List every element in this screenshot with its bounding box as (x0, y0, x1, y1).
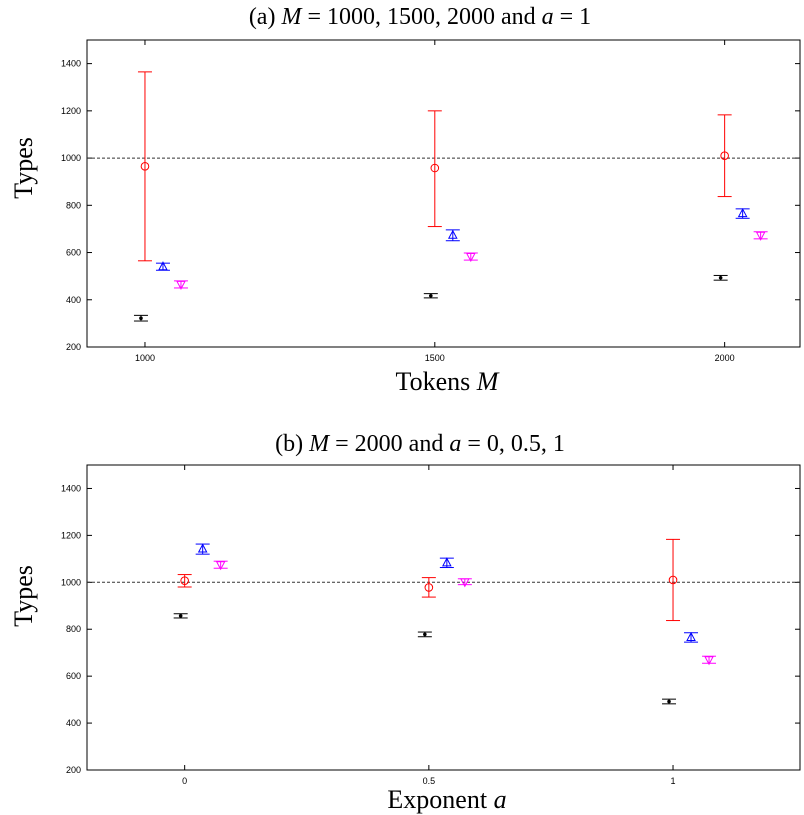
data-point (667, 699, 671, 704)
y-tick-label: 800 (66, 200, 81, 210)
chart-title: (b) M = 2000 and a = 0, 0.5, 1 (275, 431, 565, 457)
x-tick-label: 1000 (135, 353, 155, 363)
series-triangle-down (213, 560, 717, 666)
chart-title-part: = 0, 0.5, 1 (461, 431, 565, 457)
x-tick-label: 1500 (425, 353, 445, 363)
chart-title-part: (a) (249, 4, 282, 30)
data-point (429, 293, 433, 298)
y-tick-label: 1000 (61, 577, 81, 587)
x-tick-label: 1 (671, 776, 676, 786)
x-tick-label: 2000 (715, 353, 735, 363)
y-tick-label: 1000 (61, 153, 81, 163)
x-tick-label: 0 (182, 776, 187, 786)
data-point (737, 208, 748, 218)
data-point (460, 578, 470, 588)
series-dot (173, 613, 677, 705)
data-point (180, 576, 189, 585)
y-tick-label: 1400 (61, 483, 81, 493)
data-point (465, 253, 476, 263)
y-axis-label: Types (9, 565, 38, 627)
y-tick-label: 1400 (61, 59, 81, 69)
series-triangle-down (173, 231, 768, 290)
data-point (686, 631, 696, 641)
data-point (139, 316, 143, 320)
data-point (140, 162, 150, 171)
y-tick-label: 1200 (61, 106, 81, 116)
chart-title: (a) M = 1000, 1500, 2000 and a = 1 (249, 4, 591, 30)
x-axis-label-part: Tokens (396, 367, 477, 396)
y-tick-label: 400 (66, 295, 81, 305)
chart-title-part: (b) (275, 431, 309, 457)
data-point (158, 261, 168, 271)
data-point (704, 656, 714, 666)
series-triangle-up (195, 543, 699, 643)
series-triangle-up (155, 208, 750, 271)
data-point (178, 614, 183, 618)
y-tick-label: 600 (66, 248, 81, 258)
y-axis-label: Types (9, 137, 38, 199)
data-point (447, 229, 458, 239)
y-tick-label: 200 (66, 765, 81, 775)
panel-b: (b) M = 2000 and a = 0, 0.5, 1 200 400 600 8… (9, 431, 801, 814)
plot-frame (86, 464, 801, 771)
series-circle (137, 71, 732, 262)
y-tick-label: 800 (66, 624, 81, 634)
x-axis-label-part: Exponent (387, 785, 493, 814)
x-axis-label: Exponent a (387, 785, 506, 814)
y-tick-label: 400 (66, 718, 81, 728)
y-tick-label: 1200 (61, 530, 81, 540)
chart-title-part: = 1000, 1500, 2000 and (301, 4, 541, 30)
data-point (423, 632, 427, 637)
chart-title-part: M (308, 431, 331, 457)
series-circle (177, 538, 681, 622)
y-tick-label: 600 (66, 671, 81, 681)
x-axis-label-part: M (476, 367, 500, 396)
x-axis-label: Tokens M (396, 367, 500, 396)
data-point (755, 231, 766, 241)
chart-title-part: a (542, 4, 554, 30)
data-point (668, 575, 678, 585)
data-point (430, 163, 440, 173)
series-dot (133, 274, 728, 322)
panel-a: (a) M = 1000, 1500, 2000 and a = 1 200 400… (9, 4, 801, 396)
data-point (442, 557, 452, 567)
chart-title-part: = 2000 and (329, 431, 449, 457)
data-point (215, 561, 226, 571)
x-axis-label-part: a (494, 785, 507, 814)
data-point (424, 583, 434, 592)
x-tick-label: 0.5 (423, 776, 436, 786)
chart-title-part: = 1 (554, 4, 592, 30)
chart-title-part: a (449, 431, 461, 457)
data-point (176, 280, 186, 290)
y-tick-label: 200 (66, 342, 81, 352)
data-point (718, 276, 723, 280)
data-point (720, 151, 729, 161)
plot-frame (86, 39, 801, 348)
data-point (197, 543, 208, 553)
chart-title-part: M (280, 4, 303, 30)
